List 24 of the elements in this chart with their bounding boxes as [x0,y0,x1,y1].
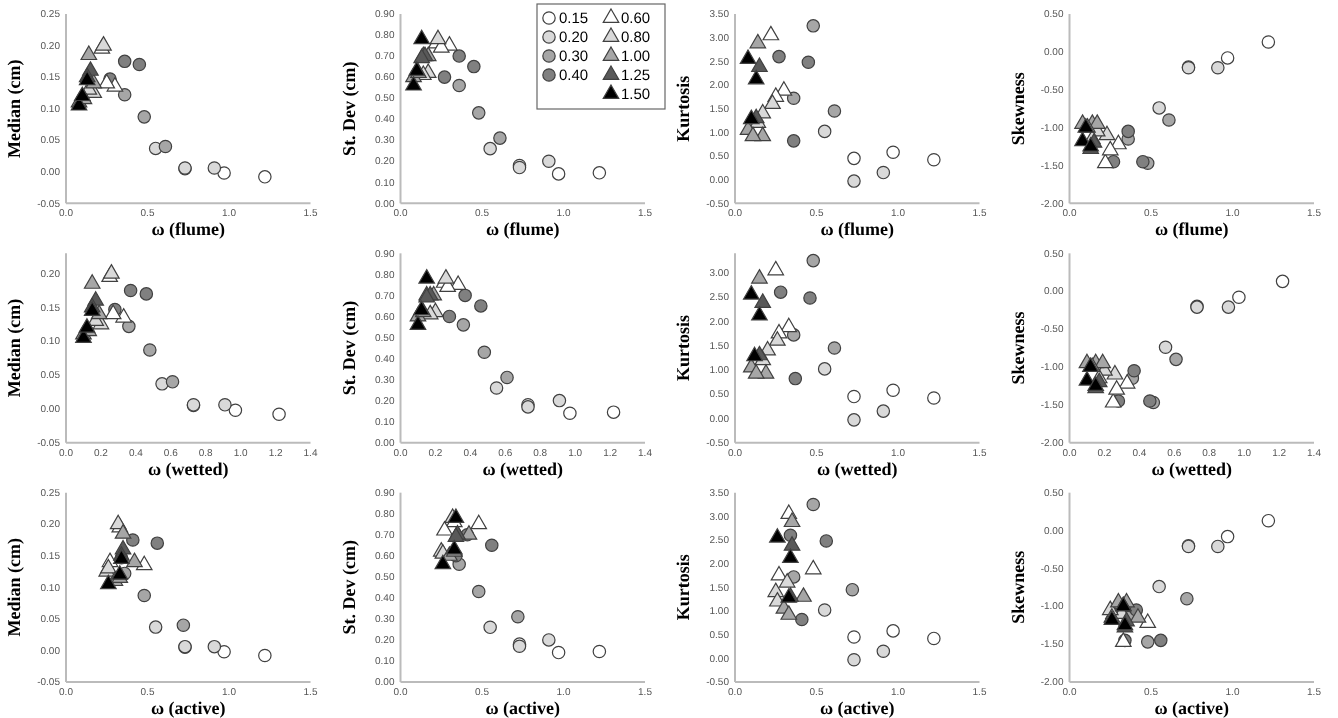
x-axis-title: ω (active) [819,698,895,718]
x-axis-title: ω (wetted) [816,458,898,479]
x-axis-title: ω (wetted) [1151,458,1233,479]
x-axis-title: ω (flume) [1154,219,1229,240]
y-axis-title: Median (cm) [4,538,24,637]
y-axis-title: Kurtosis [673,74,693,142]
y-axis-title: Skewness [1007,549,1028,624]
y-axis-title: Median (cm) [4,298,24,398]
x-axis-title: ω (active) [150,698,226,718]
y-axis-title: Median (cm) [4,59,24,158]
x-axis-title: ω (flume) [485,219,560,240]
x-axis-title: ω (flume) [151,219,226,240]
y-axis-title: Skewness [1007,310,1028,385]
x-axis-title: ω (wetted) [482,458,564,479]
x-axis-title: ω (active) [1154,698,1230,718]
y-axis-title: St. Dev (cm) [338,540,359,635]
y-axis-title: Skewness [1007,71,1028,146]
x-axis-title: ω (flume) [820,219,895,240]
y-axis-title: St. Dev (cm) [338,61,359,156]
y-axis-title: Kurtosis [673,553,693,621]
x-axis-title: ω (active) [485,698,561,718]
y-axis-title: Kurtosis [673,314,693,382]
x-axis-title: ω (wetted) [147,458,229,479]
y-axis-title: St. Dev (cm) [338,300,359,396]
